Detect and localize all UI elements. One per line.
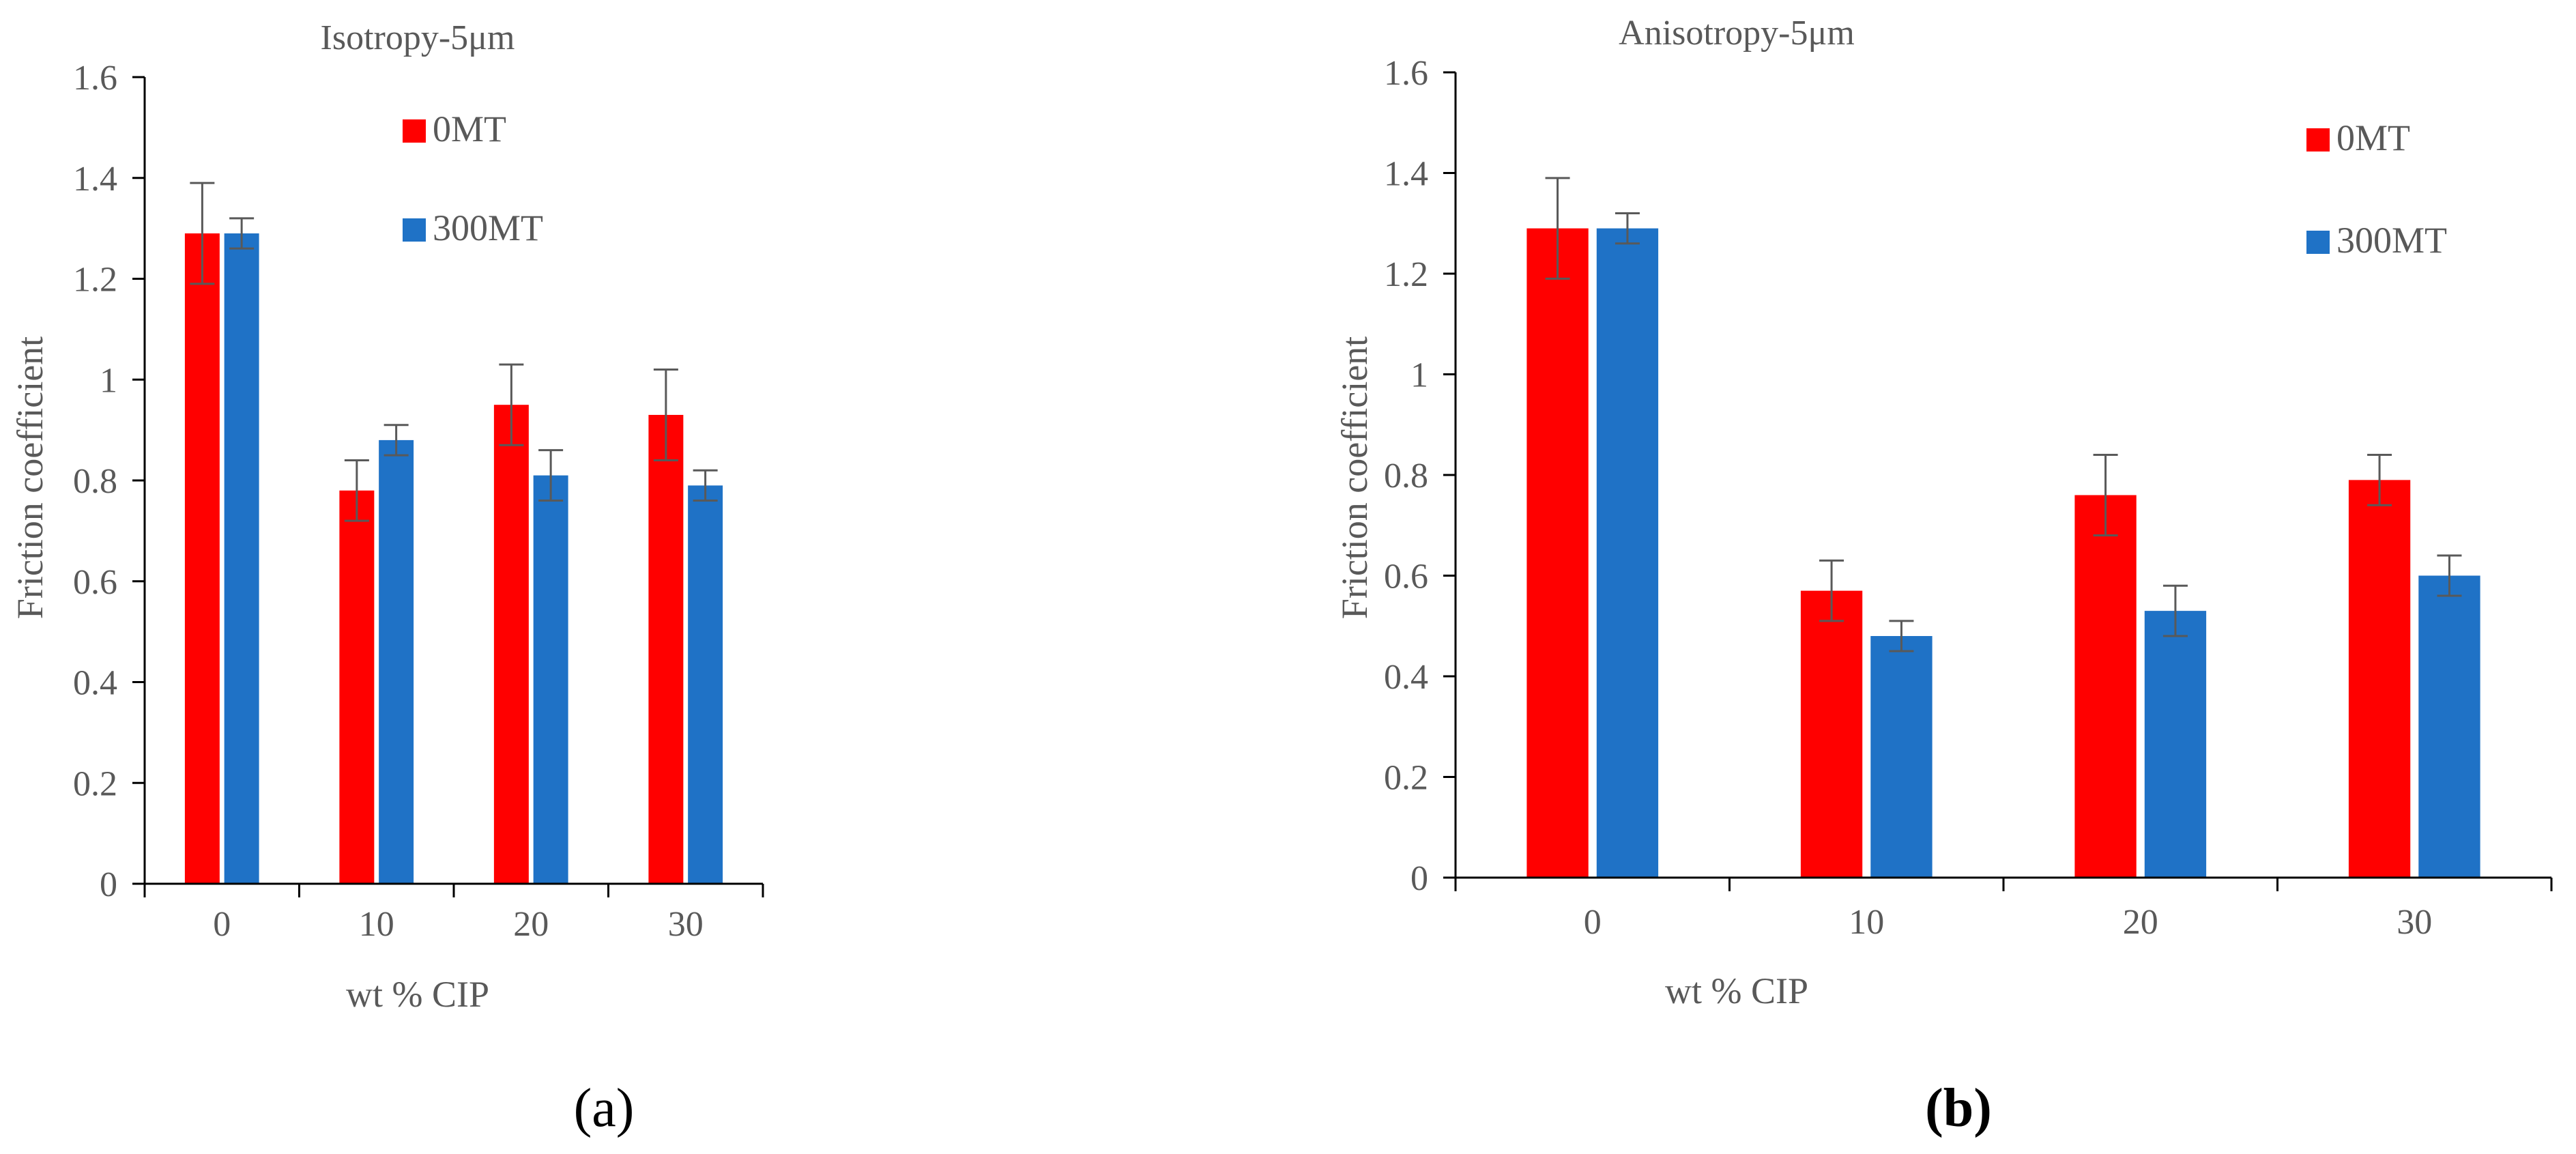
y-tick-label: 0 xyxy=(100,865,117,904)
y-tick-label: 1.2 xyxy=(73,261,117,300)
panel-label-close: ) xyxy=(616,1078,635,1138)
y-tick-label: 0.2 xyxy=(1384,759,1428,798)
legend-label: 300MT xyxy=(433,207,543,248)
panel-label-open: ( xyxy=(1925,1078,1943,1138)
y-axis-label: Friction coefficient xyxy=(1334,336,1375,619)
bar-300mt xyxy=(688,485,723,884)
bar-300mt xyxy=(2144,611,2207,878)
y-tick-label: 1 xyxy=(100,361,117,400)
bar-0mt xyxy=(648,414,684,884)
bar-0mt xyxy=(493,405,529,884)
panel-label-a: (a) xyxy=(574,1078,635,1138)
y-tick-label: 0.6 xyxy=(73,563,117,602)
panel-label-close: ) xyxy=(1973,1078,1992,1138)
y-tick-label: 0.6 xyxy=(1384,558,1428,596)
bar-0mt xyxy=(2348,480,2411,878)
legend: 0MT 300MT xyxy=(403,109,543,248)
y-tick-label: 1.2 xyxy=(1384,255,1428,294)
y-axis: 0 0.2 0.4 0.6 0.8 1 1.2 1.4 1.6 xyxy=(73,59,146,904)
legend-label: 300MT xyxy=(2336,220,2447,261)
legend: 0MT 300MT xyxy=(2306,117,2447,261)
x-tick-label: 20 xyxy=(513,905,549,944)
chart-isotropy: Isotropy-5μm 0 0.2 0.4 0.6 0.8 1 1.2 1.4 1.6 0 10… xyxy=(10,18,764,1138)
bars xyxy=(1526,177,2480,878)
bar-0mt xyxy=(1526,228,1589,878)
legend-swatch-0mt xyxy=(403,119,426,143)
x-axis-label: wt % CIP xyxy=(1665,970,1808,1011)
panel-label-open: ( xyxy=(574,1078,592,1138)
x-tick-label: 10 xyxy=(1849,903,1884,942)
panel-label-b: (b) xyxy=(1925,1078,1992,1138)
y-tick-label: 0.2 xyxy=(73,764,117,803)
bars xyxy=(184,182,723,884)
bar-300mt xyxy=(379,439,414,884)
bar-0mt xyxy=(1800,590,1863,878)
panel-label-letter: b xyxy=(1943,1078,1974,1138)
y-axis-label: Friction coefficient xyxy=(10,336,50,619)
legend-swatch-300mt xyxy=(403,218,426,242)
legend-label: 0MT xyxy=(2336,117,2410,158)
legend-swatch-300mt xyxy=(2306,231,2330,254)
x-tick-label: 0 xyxy=(1584,903,1602,942)
x-axis: 0 10 20 30 xyxy=(143,882,764,944)
y-tick-label: 0.4 xyxy=(73,664,117,703)
y-tick-label: 1.4 xyxy=(1384,155,1428,194)
x-tick-label: 10 xyxy=(359,905,394,944)
y-tick-label: 0.8 xyxy=(1384,457,1428,495)
x-tick-label: 30 xyxy=(668,905,704,944)
y-tick-label: 0.4 xyxy=(1384,658,1428,697)
x-axis-label: wt % CIP xyxy=(346,974,489,1015)
bar-300mt xyxy=(2418,575,2480,878)
bar-300mt xyxy=(1870,636,1933,878)
bar-300mt xyxy=(224,233,259,884)
y-tick-label: 1.6 xyxy=(73,59,117,98)
chart-title: Isotropy-5μm xyxy=(321,18,515,57)
y-tick-label: 0.8 xyxy=(73,462,117,501)
chart-anisotropy: Anisotropy-5μm 0 0.2 0.4 0.6 0.8 1 1.2 1.4 1.6 0… xyxy=(1334,14,2553,1138)
y-tick-label: 1.6 xyxy=(1384,54,1428,93)
y-tick-label: 1.4 xyxy=(73,160,117,199)
x-axis: 0 10 20 30 xyxy=(1454,876,2553,942)
y-axis: 0 0.2 0.4 0.6 0.8 1 1.2 1.4 1.6 xyxy=(1384,54,1457,898)
bar-0mt xyxy=(2074,495,2137,878)
legend-label: 0MT xyxy=(433,109,506,149)
chart-title: Anisotropy-5μm xyxy=(1619,14,1855,53)
y-tick-label: 1 xyxy=(1410,356,1428,395)
bar-0mt xyxy=(339,490,375,884)
x-tick-label: 0 xyxy=(213,905,231,944)
panel-label-letter: a xyxy=(592,1078,616,1138)
bar-0mt xyxy=(184,233,220,884)
x-tick-label: 20 xyxy=(2123,903,2158,942)
x-tick-label: 30 xyxy=(2397,903,2432,942)
y-tick-label: 0 xyxy=(1410,859,1428,898)
bar-300mt xyxy=(533,475,568,884)
bar-300mt xyxy=(1596,228,1659,878)
legend-swatch-0mt xyxy=(2306,128,2330,152)
